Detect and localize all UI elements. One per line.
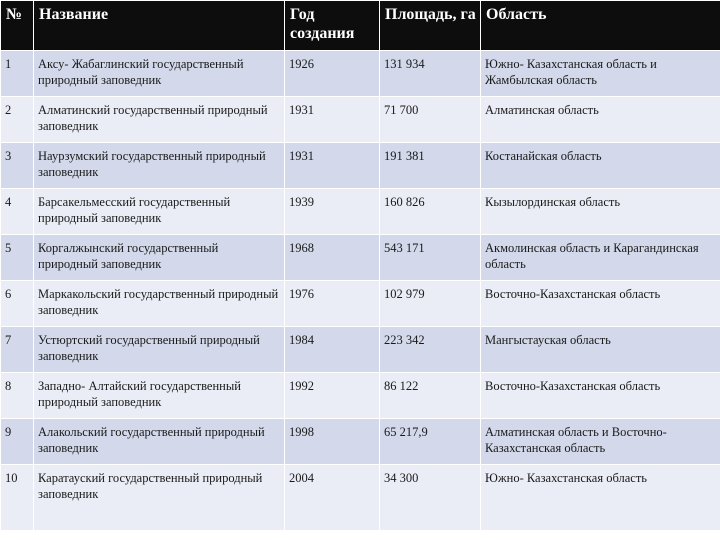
cell-year: 1931 xyxy=(284,96,380,143)
cell-area: 223 342 xyxy=(379,326,481,373)
cell-region: Южно- Казахстанская область и Жамбылская… xyxy=(480,50,720,97)
cell-name: Барсакельмесский государственный природн… xyxy=(33,188,285,235)
cell-area: 65 217,9 xyxy=(379,418,481,465)
header-area: Площадь, га xyxy=(379,0,481,51)
cell-num: 6 xyxy=(0,280,34,327)
cell-num: 9 xyxy=(0,418,34,465)
cell-year: 1931 xyxy=(284,142,380,189)
cell-num: 10 xyxy=(0,464,34,531)
cell-year: 1939 xyxy=(284,188,380,235)
table-row: 7 Устюртский государственный природный з… xyxy=(0,326,720,373)
table-row: 6 Маркакольский государственный природны… xyxy=(0,280,720,327)
cell-year: 1968 xyxy=(284,234,380,281)
cell-region: Акмолинская область и Карагандинская обл… xyxy=(480,234,720,281)
table-row: 9 Алакольский государственный природный … xyxy=(0,418,720,465)
cell-year: 1998 xyxy=(284,418,380,465)
cell-region: Мангыстауская область xyxy=(480,326,720,373)
cell-num: 1 xyxy=(0,50,34,97)
cell-region: Восточно-Казахстанская область xyxy=(480,372,720,419)
table-row: 5 Коргалжынский государственный природны… xyxy=(0,234,720,281)
cell-area: 34 300 xyxy=(379,464,481,531)
cell-area: 71 700 xyxy=(379,96,481,143)
cell-name: Западно- Алтайский государственный приро… xyxy=(33,372,285,419)
cell-area: 86 122 xyxy=(379,372,481,419)
cell-area: 543 171 xyxy=(379,234,481,281)
cell-year: 1976 xyxy=(284,280,380,327)
table-row: 10 Каратауский государственный природный… xyxy=(0,464,720,531)
cell-region: Алматинская область и Восточно-Казахстан… xyxy=(480,418,720,465)
cell-name: Алакольский государственный природный за… xyxy=(33,418,285,465)
header-year: Год создания xyxy=(284,0,380,51)
cell-year: 1992 xyxy=(284,372,380,419)
cell-name: Маркакольский государственный природный … xyxy=(33,280,285,327)
cell-area: 160 826 xyxy=(379,188,481,235)
cell-num: 5 xyxy=(0,234,34,281)
cell-year: 2004 xyxy=(284,464,380,531)
table-row: 8 Западно- Алтайский государственный при… xyxy=(0,372,720,419)
table-row: 3 Наурзумский государственный природный … xyxy=(0,142,720,189)
cell-num: 7 xyxy=(0,326,34,373)
cell-num: 2 xyxy=(0,96,34,143)
cell-num: 4 xyxy=(0,188,34,235)
cell-area: 131 934 xyxy=(379,50,481,97)
cell-name: Устюртский государственный природный зап… xyxy=(33,326,285,373)
cell-name: Наурзумский государственный природный за… xyxy=(33,142,285,189)
cell-region: Южно- Казахстанская область xyxy=(480,464,720,531)
table-row: 2 Алматинский государственный природный … xyxy=(0,96,720,143)
cell-region: Алматинская область xyxy=(480,96,720,143)
cell-name: Аксу- Жабаглинский государственный приро… xyxy=(33,50,285,97)
header-name: Название xyxy=(33,0,285,51)
cell-area: 191 381 xyxy=(379,142,481,189)
cell-area: 102 979 xyxy=(379,280,481,327)
header-region: Область xyxy=(480,0,720,51)
header-num: № xyxy=(0,0,34,51)
table-row: 4 Барсакельмесский государственный приро… xyxy=(0,188,720,235)
cell-name: Алматинский государственный природный за… xyxy=(33,96,285,143)
cell-num: 3 xyxy=(0,142,34,189)
cell-region: Костанайская область xyxy=(480,142,720,189)
cell-year: 1984 xyxy=(284,326,380,373)
cell-year: 1926 xyxy=(284,50,380,97)
cell-name: Каратауский государственный природный за… xyxy=(33,464,285,531)
table-row: 1 Аксу- Жабаглинский государственный при… xyxy=(0,50,720,97)
cell-num: 8 xyxy=(0,372,34,419)
cell-region: Восточно-Казахстанская область xyxy=(480,280,720,327)
cell-region: Кызылординская область xyxy=(480,188,720,235)
header-row: № Название Год создания Площадь, га Обла… xyxy=(0,0,720,51)
cell-name: Коргалжынский государственный природный … xyxy=(33,234,285,281)
